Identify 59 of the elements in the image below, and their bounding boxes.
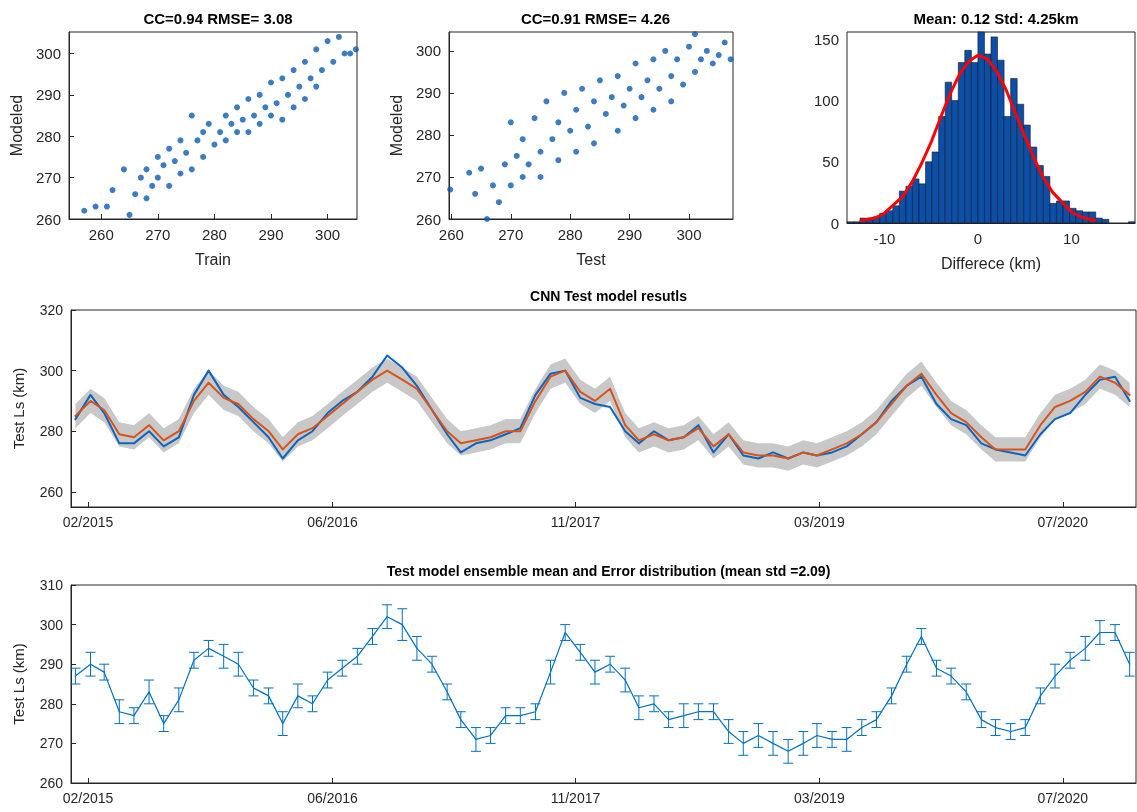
x-tick-label: 290 — [617, 226, 643, 243]
x-tick-label: 03/2019 — [794, 790, 845, 806]
y-tick-label: 290 — [35, 86, 61, 104]
x-tick-label: 290 — [258, 226, 284, 243]
y-tick-label: 280 — [35, 127, 61, 145]
y-tick-label: 280 — [415, 126, 441, 144]
y-axis-title: Modeled — [7, 94, 25, 157]
x-tick-label: 300 — [315, 226, 341, 243]
y-axis-title: Test Ls (km) — [10, 643, 27, 725]
y-tick-label: 310 — [39, 577, 64, 593]
chart-title: Mean: 0.12 Std: 4.25km — [913, 10, 1079, 27]
x-tick-label: 0 — [973, 230, 983, 247]
y-tick-label: 290 — [39, 656, 64, 673]
chart-title: CC=0.91 RMSE= 4.26 — [520, 10, 671, 27]
x-tick-label: 270 — [145, 226, 171, 243]
y-tick-label: 100 — [813, 92, 839, 110]
x-tick-label: 260 — [438, 226, 464, 243]
x-tick-label: 300 — [676, 226, 702, 243]
y-tick-label: 290 — [415, 84, 441, 102]
y-tick-label: 260 — [35, 210, 61, 228]
x-axis-title: Train — [195, 250, 231, 268]
x-axis-title: Differece (km) — [940, 254, 1042, 272]
y-tick-label: 260 — [39, 775, 64, 791]
y-tick-label: 150 — [813, 30, 839, 48]
x-tick-label: 270 — [498, 226, 524, 243]
y-tick-label: 300 — [415, 42, 441, 60]
x-tick-label: 260 — [88, 226, 114, 243]
x-tick-label: 07/2020 — [1037, 790, 1089, 806]
x-tick-label: 02/2015 — [62, 790, 114, 806]
y-tick-label: 0 — [830, 214, 839, 232]
y-tick-label: 280 — [39, 695, 64, 712]
y-tick-label: 260 — [415, 210, 441, 228]
y-tick-label: 300 — [39, 362, 64, 379]
x-tick-label: 07/2020 — [1037, 514, 1089, 530]
x-tick-label: 03/2019 — [794, 514, 845, 530]
y-tick-label: 270 — [35, 169, 61, 187]
y-tick-label: 50 — [822, 153, 839, 171]
x-tick-label: 11/2017 — [550, 790, 601, 806]
y-tick-label: 280 — [39, 423, 64, 440]
chart-title: CC=0.94 RMSE= 3.08 — [143, 10, 293, 27]
x-tick-label: 11/2017 — [550, 514, 601, 530]
x-tick-label: -10 — [873, 230, 896, 247]
x-tick-label: 02/2015 — [62, 514, 114, 530]
y-tick-label: 300 — [35, 45, 61, 63]
chart-title: CNN Test model resutls — [530, 288, 688, 304]
x-axis-title: Test — [576, 250, 607, 268]
x-tick-label: 06/2016 — [307, 514, 359, 530]
y-axis-title: Test Ls (km) — [10, 367, 27, 450]
x-tick-label: 280 — [201, 226, 227, 243]
y-tick-label: 300 — [39, 616, 64, 633]
y-tick-label: 320 — [39, 302, 64, 318]
y-tick-label: 270 — [39, 735, 64, 752]
y-axis-title: Modeled — [387, 94, 405, 157]
y-tick-label: 270 — [415, 168, 441, 186]
x-tick-label: 06/2016 — [307, 790, 359, 806]
x-tick-label: 10 — [1063, 230, 1080, 247]
x-tick-label: 280 — [557, 226, 583, 243]
y-tick-label: 260 — [39, 483, 64, 500]
chart-title: Test model ensemble mean and Error distribution (mean std =2.09) — [386, 563, 831, 579]
